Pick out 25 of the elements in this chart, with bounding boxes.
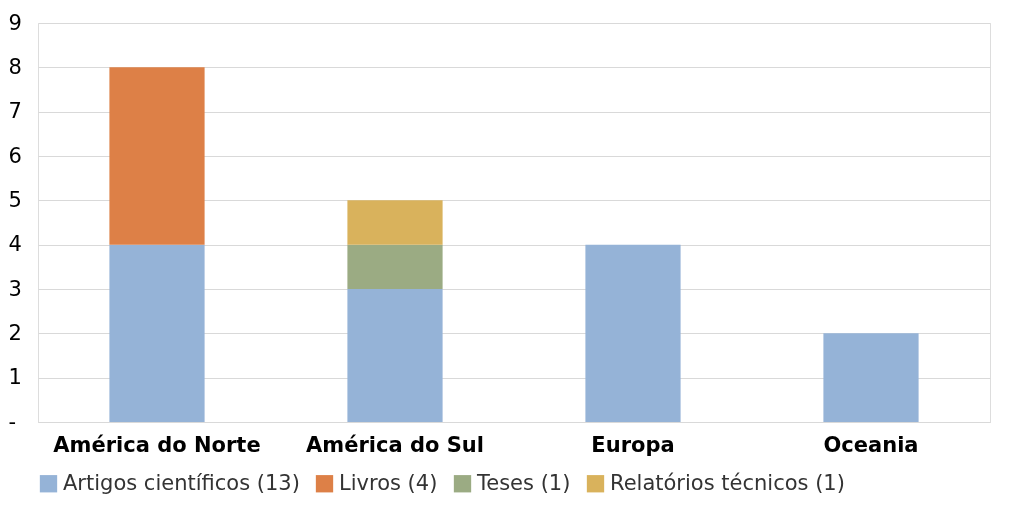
- bar: [109, 67, 205, 245]
- y-tick-label: 4: [8, 232, 22, 257]
- legend-label: Livros (4): [339, 470, 438, 495]
- legend-label: Relatórios técnicos (1): [610, 470, 845, 495]
- x-tick-label: Europa: [591, 432, 675, 457]
- bar: [109, 244, 205, 422]
- y-tick-label: -: [8, 409, 17, 434]
- bar: [347, 289, 443, 422]
- bar: [585, 244, 681, 422]
- legend-label: Artigos científicos (13): [63, 470, 300, 495]
- bar: [347, 244, 443, 289]
- bar: [823, 333, 919, 422]
- x-tick-label: América do Sul: [306, 432, 484, 457]
- y-tick-label: 5: [8, 187, 22, 212]
- x-tick-label: América do Norte: [53, 432, 261, 457]
- y-tick-label: 3: [8, 276, 22, 301]
- y-tick-label: 2: [8, 320, 22, 345]
- x-tick-label: Oceania: [823, 432, 919, 457]
- y-tick-label: 1: [8, 365, 22, 390]
- y-tick-label: 6: [8, 143, 22, 168]
- legend-label: Teses (1): [476, 470, 571, 495]
- y-tick-label: 9: [8, 10, 22, 35]
- y-tick-label: 8: [8, 54, 22, 79]
- bar: [347, 200, 443, 245]
- y-tick-label: 7: [8, 99, 22, 124]
